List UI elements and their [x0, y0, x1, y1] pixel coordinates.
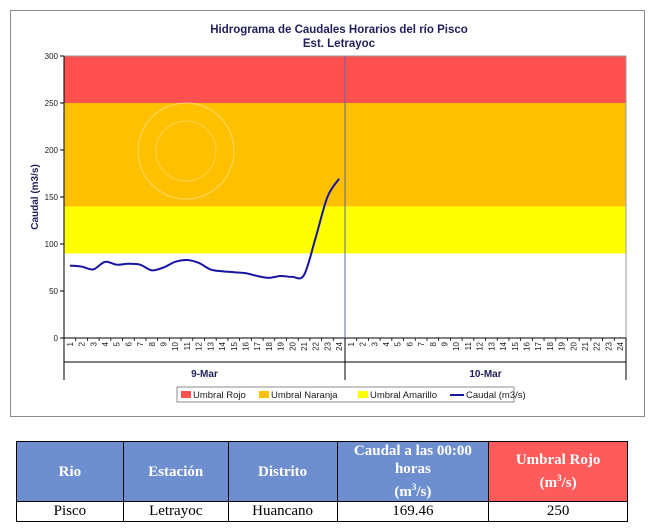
x-tick-label: 23 — [604, 341, 613, 350]
x-tick-label: 22 — [312, 341, 321, 350]
x-tick-label: 1 — [347, 341, 356, 346]
x-tick-label: 7 — [136, 341, 145, 346]
legend-label: Umbral Rojo — [193, 390, 246, 401]
x-tick-label: 10 — [452, 341, 461, 350]
y-axis-label: Caudal (m3/s) — [30, 164, 41, 230]
cell-umbral: 250 — [488, 501, 628, 522]
y-tick-label: 250 — [45, 99, 59, 108]
x-tick-label: 20 — [569, 341, 578, 350]
x-tick-label: 12 — [476, 341, 485, 350]
header-estacion: Estación — [122, 441, 229, 502]
header-umbral-rojo: Umbral Rojo (m3/s) — [488, 441, 628, 502]
watermark-inner-ring — [155, 120, 217, 182]
legend-label: Umbral Naranja — [271, 390, 338, 401]
x-tick-label: 13 — [487, 341, 496, 350]
x-tick-label: 17 — [534, 341, 543, 350]
day-label: 9-Mar — [191, 369, 218, 380]
cell-distrito: Huancano — [227, 501, 338, 522]
x-tick-label: 14 — [499, 341, 508, 350]
x-tick-label: 14 — [218, 341, 227, 350]
legend-swatch — [259, 391, 269, 398]
x-tick-label: 19 — [277, 341, 286, 350]
x-tick-label: 10 — [171, 341, 180, 350]
header-rio: Rio — [16, 441, 124, 502]
watermark-logo-icon — [137, 102, 235, 200]
day-label: 10-Mar — [469, 369, 501, 380]
x-tick-label: 13 — [206, 341, 215, 350]
x-tick-label: 5 — [394, 341, 403, 346]
x-tick-label: 18 — [265, 341, 274, 350]
station-info-table: Rio Estación Distrito Caudal a las 00:00… — [16, 441, 628, 522]
hydrograph-chart: Hidrograma de Caudales Horarios del río … — [30, 24, 627, 403]
table-row: Pisco Letrayoc Huancano 169.46 250 — [16, 501, 628, 522]
x-tick-label: 12 — [195, 341, 204, 350]
x-tick-label: 24 — [616, 341, 625, 350]
y-tick-label: 150 — [45, 193, 59, 202]
x-tick-label: 15 — [511, 341, 520, 350]
x-tick-label: 3 — [370, 341, 379, 346]
legend-box — [176, 386, 515, 403]
x-tick-label: 21 — [581, 341, 590, 350]
x-tick-label: 1 — [66, 341, 75, 346]
x-tick-label: 16 — [522, 341, 531, 350]
x-tick-label: 6 — [124, 341, 133, 346]
x-tick-label: 11 — [464, 341, 473, 350]
y-tick-label: 300 — [45, 52, 59, 61]
y-tick-label: 100 — [45, 240, 59, 249]
chart-title: Hidrograma de Caudales Horarios del río … — [210, 24, 468, 36]
header-distrito: Distrito — [227, 441, 338, 502]
x-tick-label: 18 — [546, 341, 555, 350]
chart-subtitle: Est. Letrayoc — [303, 38, 376, 50]
x-tick-label: 21 — [300, 341, 309, 350]
x-tick-label: 15 — [230, 341, 239, 350]
cell-rio: Pisco — [16, 501, 124, 522]
x-tick-label: 24 — [335, 341, 344, 350]
x-tick-label: 22 — [593, 341, 602, 350]
x-tick-label: 2 — [78, 341, 87, 346]
x-tick-label: 17 — [253, 341, 262, 350]
x-tick-label: 9 — [160, 341, 169, 346]
legend-swatch — [181, 391, 191, 398]
x-tick-label: 2 — [359, 341, 368, 346]
x-tick-label: 8 — [148, 341, 157, 346]
x-tick-label: 4 — [101, 341, 110, 346]
x-tick-label: 9 — [441, 341, 450, 346]
x-tick-label: 23 — [323, 341, 332, 350]
x-tick-label: 16 — [241, 341, 250, 350]
x-tick-label: 3 — [89, 341, 98, 346]
cell-estacion: Letrayoc — [122, 501, 229, 522]
y-tick-label: 200 — [45, 146, 59, 155]
x-tick-label: 8 — [429, 341, 438, 346]
series-line-caudal — [69, 178, 340, 280]
chart-frame: Hidrograma de Caudales Horarios del río … — [10, 10, 645, 417]
x-tick-label: 5 — [113, 341, 122, 346]
legend-swatch — [358, 391, 368, 398]
x-tick-label: 11 — [183, 341, 192, 350]
x-tick-label: 4 — [382, 341, 391, 346]
header-caudal: Caudal a las 00:00 horas (m3/s) — [336, 441, 490, 502]
y-tick-label: 50 — [49, 287, 58, 296]
x-tick-label: 7 — [417, 341, 426, 346]
x-tick-label: 20 — [288, 341, 297, 350]
cell-caudal: 169.46 — [336, 501, 490, 522]
legend-label: Caudal (m3/s) — [466, 390, 526, 401]
legend-label: Umbral Amarillo — [370, 390, 437, 401]
x-tick-label: 6 — [405, 341, 414, 346]
y-tick-label: 0 — [54, 334, 59, 343]
x-tick-label: 19 — [558, 341, 567, 350]
